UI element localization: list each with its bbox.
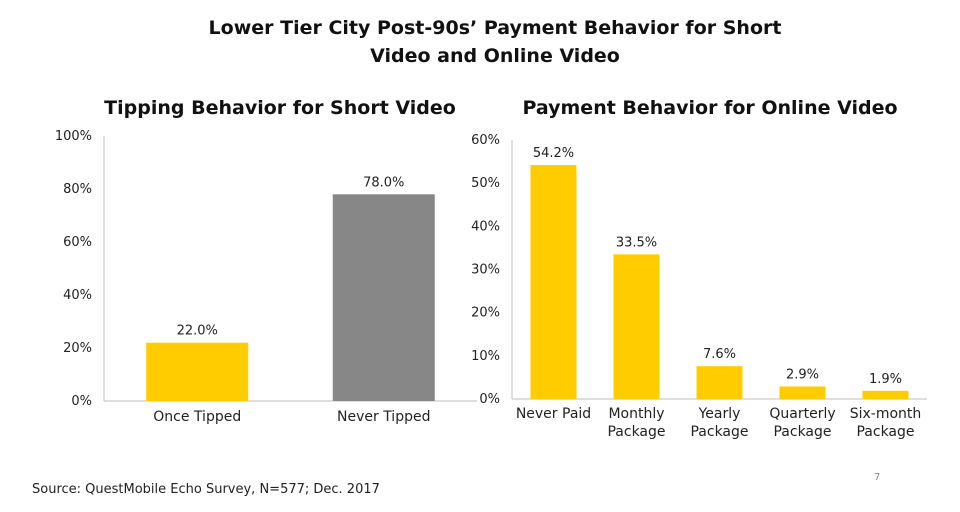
- left-y-tick-label: 40%: [63, 288, 92, 303]
- left-y-tick-label: 80%: [63, 182, 92, 197]
- left-bar: [146, 342, 249, 401]
- right-bar: [862, 390, 909, 399]
- right-bar: [779, 386, 826, 399]
- right-data-label: 1.9%: [869, 372, 902, 387]
- right-y-tick-label: 60%: [471, 133, 500, 148]
- right-category-label: Package: [773, 424, 831, 440]
- right-y-tick-label: 10%: [471, 349, 500, 364]
- right-category-label: Quarterly: [769, 406, 835, 422]
- right-chart-title: Payment Behavior for Online Video: [522, 97, 898, 119]
- right-category-label: Never Paid: [516, 406, 591, 422]
- left-y-tick-label: 100%: [55, 129, 92, 144]
- right-category-label: Monthly: [608, 406, 664, 422]
- right-data-label: 2.9%: [786, 367, 819, 382]
- right-category-label: Package: [856, 424, 914, 440]
- page-number: 7: [874, 472, 881, 483]
- right-bar: [530, 165, 577, 399]
- left-y-tick-label: 0%: [71, 394, 92, 409]
- right-y-tick-label: 30%: [471, 263, 500, 278]
- left-category-label: Once Tipped: [153, 409, 241, 425]
- right-category-label: Yearly: [698, 406, 741, 422]
- right-y-tick-label: 0%: [479, 392, 500, 407]
- right-category-label: Package: [690, 424, 748, 440]
- left-bar: [332, 194, 435, 401]
- right-bar: [613, 254, 660, 399]
- source-note: Source: QuestMobile Echo Survey, N=577; …: [32, 482, 380, 497]
- left-data-label: 22.0%: [177, 324, 218, 339]
- right-data-label: 54.2%: [533, 146, 574, 161]
- right-data-label: 33.5%: [616, 235, 657, 250]
- left-y-tick-label: 60%: [63, 235, 92, 250]
- right-bar: [696, 366, 743, 399]
- right-data-label: 7.6%: [703, 347, 736, 362]
- main-title: Lower Tier City Post-90s’ Payment Behavi…: [208, 17, 782, 67]
- left-category-label: Never Tipped: [337, 409, 430, 425]
- left-chart-title: Tipping Behavior for Short Video: [104, 97, 456, 119]
- left-y-tick-label: 20%: [63, 341, 92, 356]
- right-category-label: Package: [607, 424, 665, 440]
- right-category-label: Six-month: [850, 406, 922, 422]
- right-y-tick-label: 50%: [471, 176, 500, 191]
- right-y-tick-label: 20%: [471, 306, 500, 321]
- right-y-tick-label: 40%: [471, 219, 500, 234]
- left-data-label: 78.0%: [363, 175, 404, 190]
